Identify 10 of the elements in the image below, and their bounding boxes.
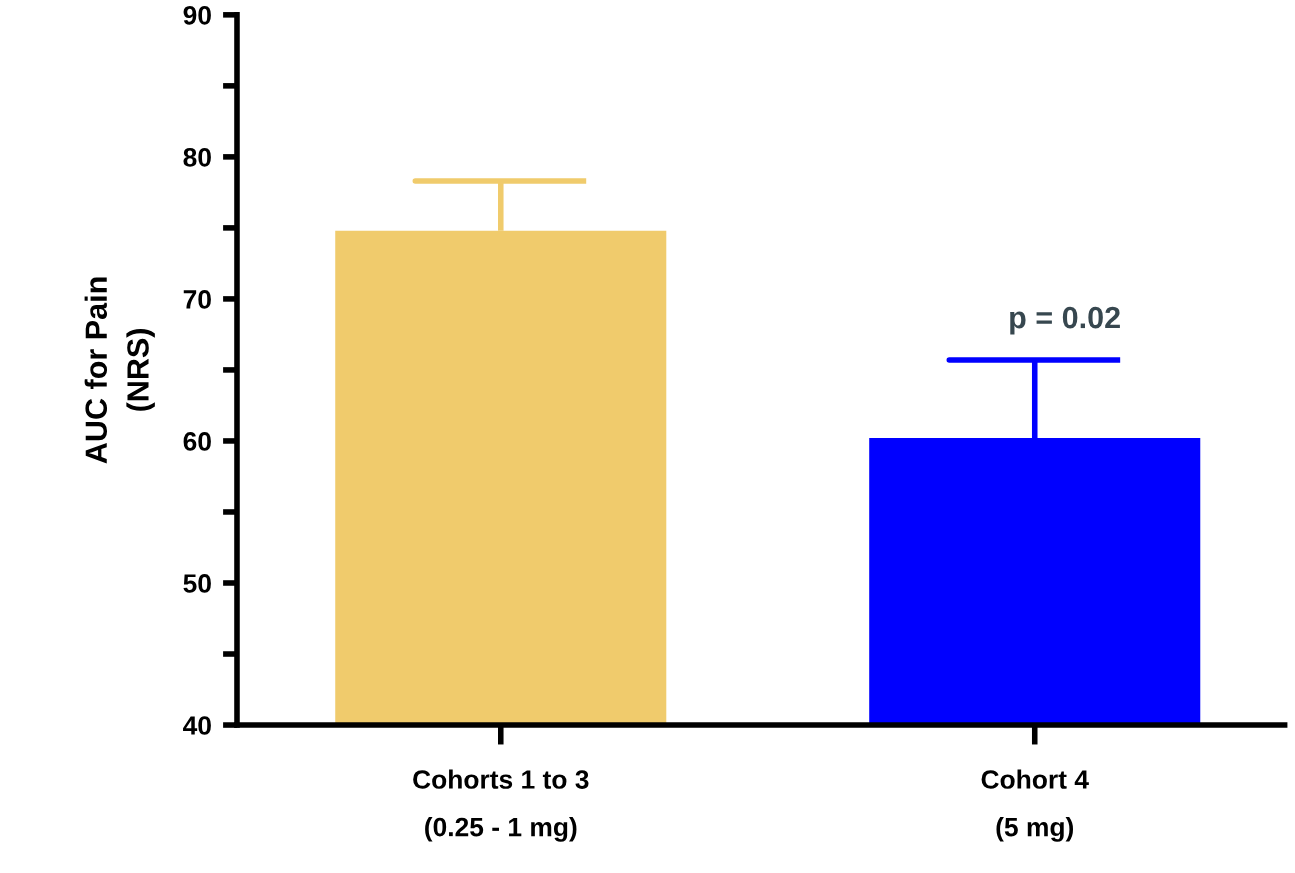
x-tick-label: Cohort 4 (5 mg) (981, 769, 1089, 842)
x-tick-label: Cohorts 1 to 3 (0.25 - 1 mg) (413, 769, 589, 842)
y-tick-label: 90 (183, 5, 211, 25)
annotation: p = 0.02 (1010, 306, 1120, 335)
y-tick-label: 70 (183, 290, 211, 309)
y-tick-label: 50 (183, 574, 211, 593)
y-axis-title: AUC for Pain (NRS) (84, 277, 155, 464)
y-tick-label: 40 (183, 716, 211, 735)
y-tick-label: 60 (183, 432, 211, 451)
y-tick-label: 80 (183, 148, 211, 167)
